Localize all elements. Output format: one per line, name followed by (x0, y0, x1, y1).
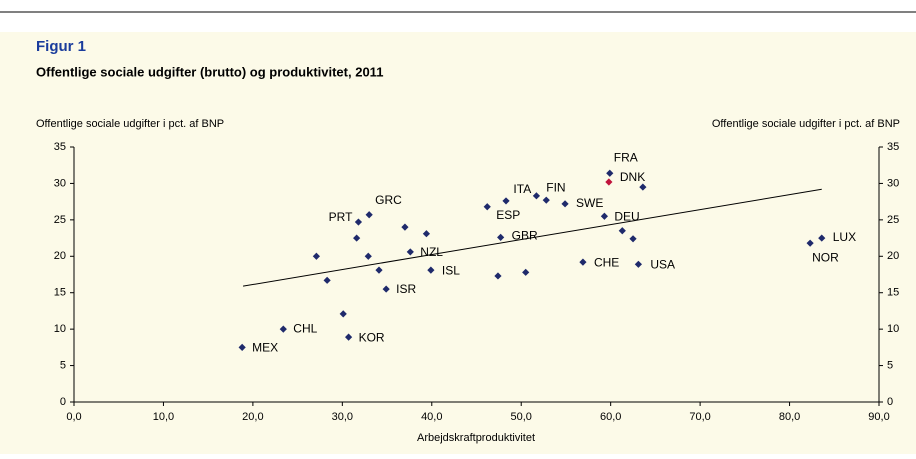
x-tick-label: 0,0 (66, 411, 81, 423)
point-label: ISL (442, 263, 460, 277)
point (522, 268, 530, 276)
point-label: FIN (546, 180, 565, 194)
point (339, 310, 347, 318)
point (401, 223, 409, 231)
point (354, 218, 363, 226)
point (806, 239, 814, 247)
point-label: GBR (512, 229, 538, 243)
point (375, 266, 383, 274)
x-axis-label: Arbejdskraftproduktivitet (417, 432, 535, 444)
y-tick-label: 20 (54, 250, 66, 262)
y-tick-label: 0 (60, 396, 66, 408)
point (238, 343, 246, 351)
x-tick-label: 30,0 (332, 411, 353, 423)
point (606, 169, 614, 177)
y-tick-label: 5 (60, 359, 66, 371)
point (579, 258, 587, 266)
point-label: DEU (614, 209, 639, 223)
x-tick-label: 80,0 (779, 411, 800, 423)
point (818, 234, 826, 242)
point (497, 233, 505, 241)
point (629, 235, 637, 243)
y2-tick-label: 20 (887, 250, 899, 262)
point (605, 178, 613, 186)
point (364, 252, 372, 260)
point (618, 227, 626, 235)
point (561, 200, 569, 208)
y-tick-label: 25 (54, 214, 66, 226)
point-label: USA (650, 257, 675, 271)
point-label: NZL (420, 245, 443, 259)
point (312, 252, 320, 260)
x-tick-label: 10,0 (153, 411, 174, 423)
background (0, 32, 916, 454)
point-label: CHE (594, 255, 619, 269)
point (422, 230, 431, 238)
trendline (242, 188, 822, 287)
x-tick-label: 70,0 (689, 411, 710, 423)
y-axis-label: Offentlige sociale udgifter i pct. af BN… (36, 118, 224, 130)
x-tick-label: 20,0 (242, 411, 263, 423)
y2-tick-label: 30 (887, 177, 899, 189)
point (494, 272, 502, 280)
point-label: ITA (513, 182, 531, 196)
point (353, 234, 361, 242)
x-tick-label: 60,0 (600, 411, 621, 423)
y2-tick-label: 0 (887, 396, 893, 408)
point (279, 325, 287, 333)
point-label: FRA (614, 150, 638, 164)
x-tick-label: 50,0 (511, 411, 532, 423)
y-tick-label: 35 (54, 141, 66, 153)
point (365, 211, 373, 219)
point (382, 285, 390, 293)
point-label: DNK (620, 170, 645, 184)
point-label: ISR (396, 282, 416, 296)
point-label: LUX (833, 230, 856, 244)
point-label: CHL (293, 321, 317, 335)
point-label: PRT (329, 210, 353, 224)
point (427, 266, 435, 274)
point-label: SWE (576, 196, 603, 210)
y2-tick-label: 5 (887, 359, 893, 371)
y-tick-label: 10 (54, 323, 66, 335)
point-label: MEX (252, 341, 278, 355)
point-label: NOR (812, 250, 839, 264)
y-tick-label: 30 (54, 177, 66, 189)
point (502, 197, 510, 205)
point (542, 196, 550, 204)
point (634, 260, 642, 268)
x-tick-label: 40,0 (421, 411, 442, 423)
figure-label: Figur 1 (36, 38, 86, 55)
point (406, 248, 414, 256)
y2-tick-label: 10 (887, 323, 899, 335)
chart-title: Offentlige sociale udgifter (brutto) og … (36, 64, 383, 79)
point (639, 183, 647, 191)
y2-tick-label: 15 (887, 287, 899, 299)
y2-tick-label: 25 (887, 214, 899, 226)
point-label: ESP (496, 208, 520, 222)
y2-tick-label: 35 (887, 141, 899, 153)
y2-axis-label: Offentlige sociale udgifter i pct. af BN… (712, 118, 900, 130)
point (532, 192, 541, 200)
point (600, 212, 609, 220)
point (344, 333, 353, 341)
x-tick-label: 90,0 (868, 411, 889, 423)
point-label: KOR (359, 330, 385, 344)
y-tick-label: 15 (54, 287, 66, 299)
point-label: GRC (375, 193, 402, 207)
point (483, 203, 491, 211)
point (323, 276, 331, 284)
